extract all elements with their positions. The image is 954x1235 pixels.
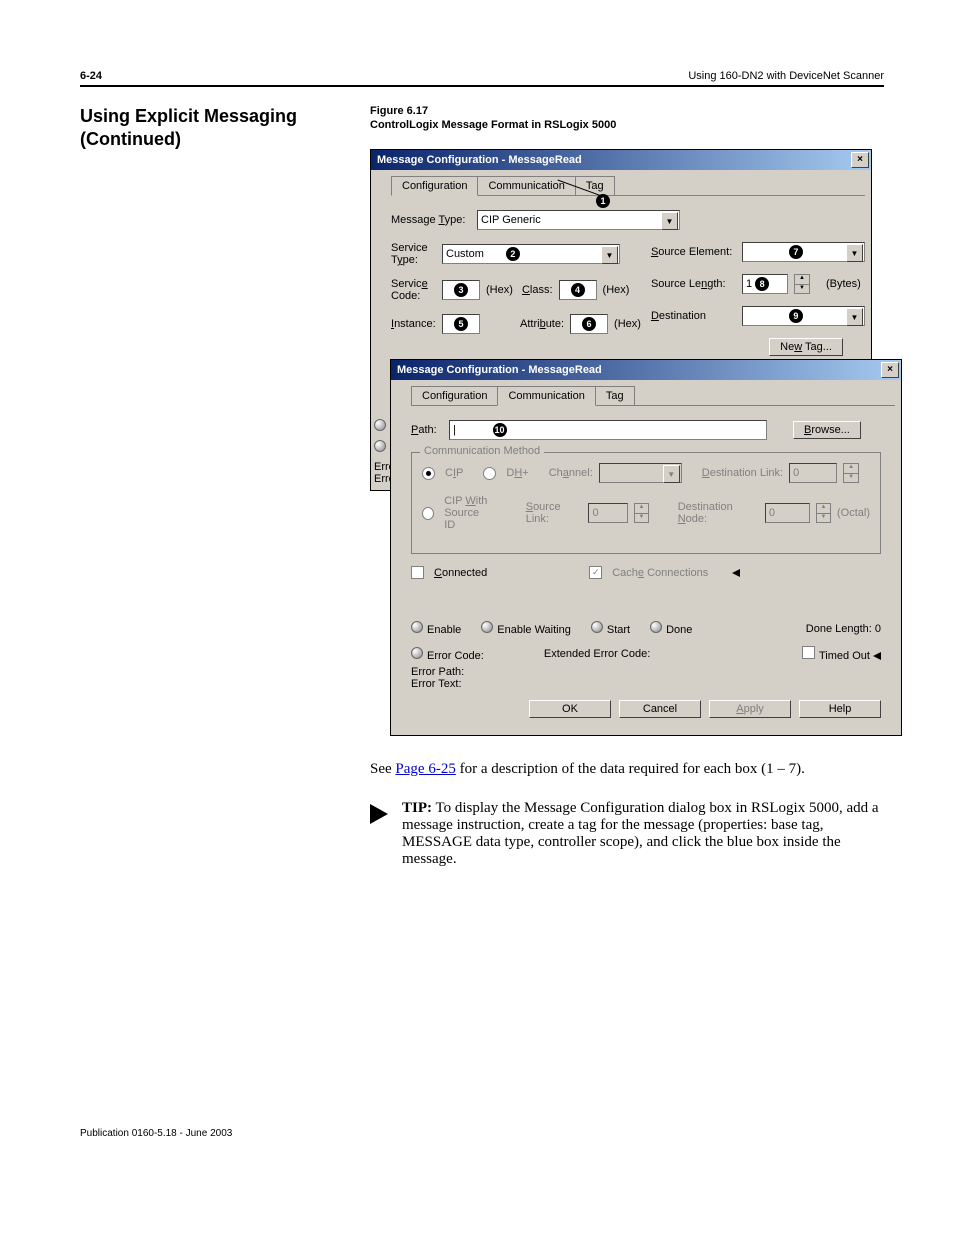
page-header: 6-24 Using 160-DN2 with DeviceNet Scanne… [80,70,884,87]
spin-icon: ▲▼ [816,503,831,523]
apply-button[interactable]: Apply [709,700,791,718]
browse-button[interactable]: Browse... [793,421,861,439]
page-number: 6-24 [80,70,102,82]
spin-icon: ▲▼ [843,463,859,483]
tip-block: TIP: To display the Message Configuratio… [370,800,884,868]
publication-footer: Publication 0160-5.18 - June 2003 [80,1128,884,1139]
led-icon [374,419,386,431]
callout-8: 8 [755,277,769,291]
titlebar-config: Message Configuration - MessageRead × [371,150,871,170]
message-type-combo[interactable]: CIP Generic▼ [477,210,680,230]
chevron-down-icon: ▼ [846,308,863,326]
left-arrow-icon [873,652,881,660]
tabstrip-comm: Configuration Communication Tag [411,386,895,406]
body-paragraph: See Page 6-25 for a description of the d… [370,759,884,780]
source-element-label: Source Element: [651,246,736,258]
close-icon[interactable]: × [851,152,869,168]
callout-9: 9 [789,309,803,323]
cancel-button[interactable]: Cancel [619,700,701,718]
dialog-composite: Message Configuration - MessageRead × Co… [370,149,884,739]
source-link-label: Source Link: [526,501,583,525]
tab-tag-2[interactable]: Tag [595,386,635,405]
tip-text: To display the Message Configuration dia… [402,800,879,867]
radio-dh[interactable] [483,467,496,480]
destination-combo[interactable]: 9▼ [742,306,865,326]
communication-method-fieldset: Communication Method CIP DH+ Channel: ▼ [411,452,881,554]
chevron-down-icon: ▼ [663,465,680,483]
radio-cip-with[interactable] [422,507,434,520]
radio-cip[interactable] [422,467,435,480]
led-icon [411,647,423,659]
tab-communication[interactable]: Communication [477,176,575,195]
close-icon[interactable]: × [881,362,899,378]
callout-10: 10 [493,423,507,437]
service-type-label: Service Type: [391,242,436,266]
destination-node-label: Destination Node: [678,501,759,525]
figure-label: Figure 6.17 [370,105,884,117]
led-icon [591,621,603,633]
callout-2: 2 [506,247,520,261]
connected-checkbox[interactable] [411,566,424,579]
chevron-down-icon: ▼ [661,212,678,230]
tab-communication-2[interactable]: Communication [497,386,595,406]
attribute-input[interactable]: 6 [570,314,608,334]
tab-configuration[interactable]: Configuration [391,176,478,196]
dialog-communication: Message Configuration - MessageRead × Co… [390,359,902,736]
path-label: Path: [411,424,443,436]
new-tag-button[interactable]: New Tag... [769,338,843,356]
led-icon [411,621,423,633]
service-code-label: Service Code: [391,278,436,302]
cip-with-label: CIP With Source ID [444,495,489,531]
led-icon [481,621,493,633]
page-link[interactable]: Page 6-25 [395,761,455,777]
callout-6: 6 [582,317,596,331]
timed-out-checkbox [802,646,815,659]
chevron-down-icon: ▼ [601,246,618,264]
service-code-input[interactable]: 3 [442,280,480,300]
led-icon [374,440,386,452]
ok-button[interactable]: OK [529,700,611,718]
tabstrip-config: Configuration Communication Tag [391,176,865,196]
chevron-down-icon: ▼ [846,244,863,262]
instance-input[interactable]: 5 [442,314,480,334]
tip-triangle-icon [370,804,388,824]
class-input[interactable]: 4 [559,280,597,300]
section-title: Using Explicit Messaging (Continued) [80,105,330,152]
spin-icon[interactable]: ▲▼ [794,274,810,294]
service-type-combo[interactable]: Custom 2 ▼ [442,244,620,264]
attribute-label: Attribute: [520,318,564,330]
tip-label: TIP: [402,800,432,816]
cip-label: CIP [445,467,463,479]
source-length-input[interactable]: 1 8 [742,274,788,294]
dh-label: DH+ [506,467,528,479]
path-input[interactable]: | 10 [449,420,767,440]
chapter-title: Using 160-DN2 with DeviceNet Scanner [688,70,884,82]
figure-title: ControlLogix Message Format in RSLogix 5… [370,119,884,131]
cache-checkbox: ✓ [589,566,602,579]
instance-label: Instance: [391,318,436,330]
led-icon [650,621,662,633]
cache-label: Cache Connections [612,567,708,579]
callout-3: 3 [454,283,468,297]
callout-4: 4 [571,283,585,297]
message-type-label: Message Type: [391,214,471,226]
source-element-combo[interactable]: 7▼ [742,242,865,262]
titlebar-comm: Message Configuration - MessageRead × [391,360,901,380]
class-label: Class: [519,284,553,296]
left-arrow-icon [732,569,740,577]
callout-7: 7 [789,245,803,259]
callout-5: 5 [454,317,468,331]
source-length-label: Source Length: [651,278,736,290]
spin-icon: ▲▼ [634,503,649,523]
destination-link-label: Destination Link: [702,467,783,479]
connected-label: Connected [434,567,487,579]
destination-label: Destination [651,310,736,322]
tab-configuration-2[interactable]: Configuration [411,386,498,405]
channel-label: Channel: [549,467,593,479]
help-button[interactable]: Help [799,700,881,718]
